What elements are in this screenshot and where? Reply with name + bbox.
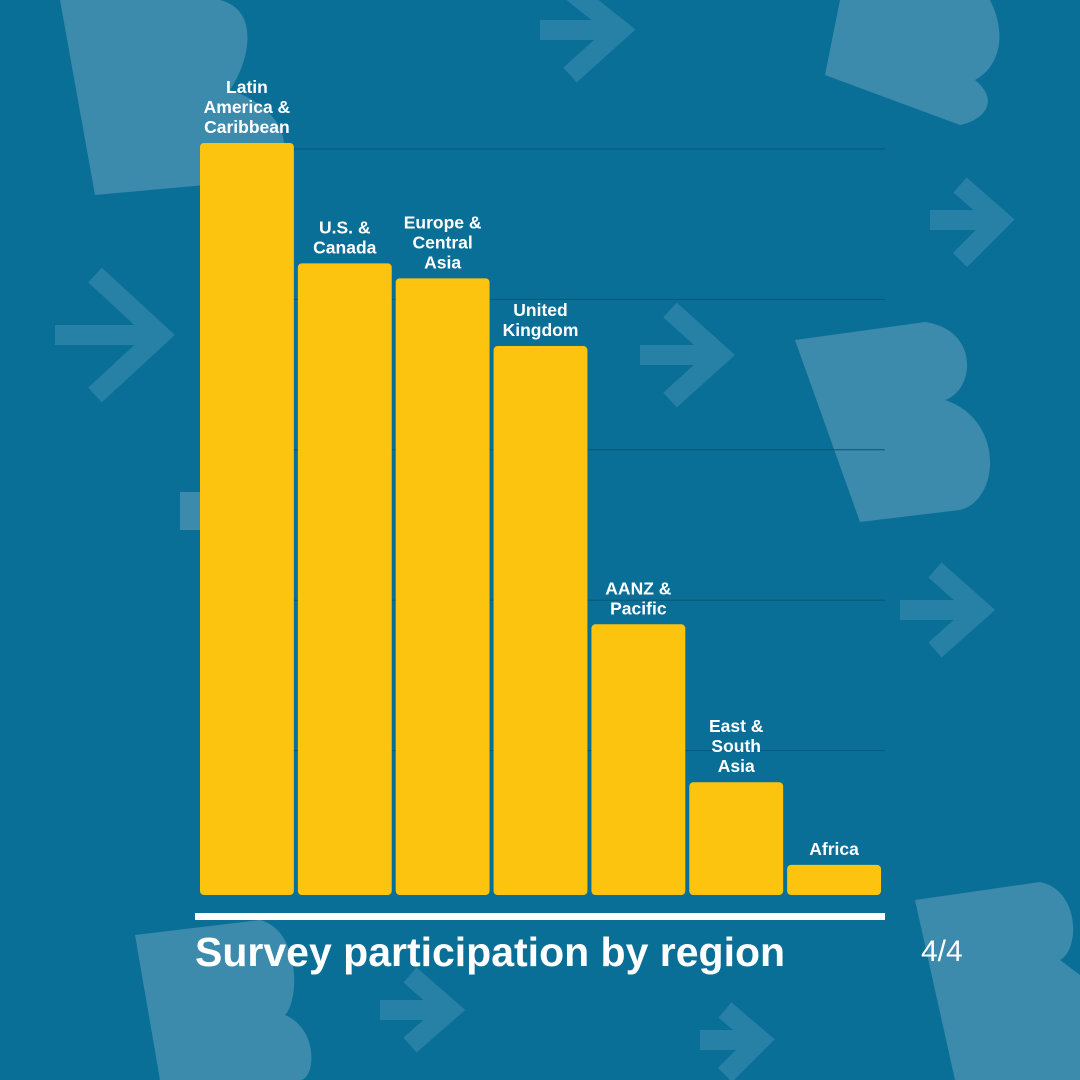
bar [200, 143, 294, 895]
arrow-right-icon [930, 177, 1015, 268]
bars [200, 143, 881, 895]
arrow-right-icon [540, 0, 636, 83]
bar-label-line: Central [412, 232, 472, 252]
chart-baseline [195, 913, 885, 920]
bar-label-line: Africa [809, 839, 859, 859]
bar-label-line: AANZ & [605, 578, 671, 598]
bar-labels: Latin America & Caribbean U.S. & Canada Europ… [204, 77, 859, 859]
letter-b-logo-icon [135, 920, 312, 1080]
bar-label: United Kingdom [503, 300, 579, 340]
letter-b-logo-icon [180, 492, 200, 530]
letter-b-logo-icon [795, 322, 991, 522]
letter-b-logo-icon [825, 0, 1000, 125]
bar-label: Europe & Central Asia [404, 212, 482, 272]
bar-label-line: Canada [313, 237, 376, 257]
bar-label-line: Asia [718, 756, 755, 776]
bar-label: Africa [809, 839, 859, 859]
bar-label-line: United [513, 300, 567, 320]
bar [395, 278, 490, 895]
bar-label-line: Kingdom [503, 320, 579, 340]
arrow-right-icon [640, 302, 735, 408]
bar [297, 263, 392, 895]
arrow-right-icon [380, 967, 466, 1053]
arrow-right-icon [900, 562, 996, 658]
bar-label-line: Pacific [610, 598, 667, 618]
bar-label: East & South Asia [709, 716, 764, 776]
bar-label: Latin America & Caribbean [204, 77, 291, 137]
bar [787, 864, 881, 895]
bar [591, 624, 686, 895]
bar-label-line: Europe & [404, 212, 482, 232]
page-indicator: 4/4 [921, 935, 963, 968]
bar [689, 782, 784, 895]
bar-label-line: East & [709, 716, 764, 736]
bar-label-line: America & [204, 97, 291, 117]
bar-label: U.S. & Canada [313, 217, 376, 257]
chart-title: Survey participation by region [195, 929, 786, 975]
letter-b-logo-icon [915, 882, 1080, 1080]
bar-label-line: Caribbean [204, 117, 290, 137]
arrow-right-icon [55, 267, 175, 403]
bar-label-line: Latin [226, 77, 268, 97]
bar-label-line: Asia [424, 252, 461, 272]
bar-label-line: South [711, 736, 761, 756]
bar-label: AANZ & Pacific [605, 578, 671, 618]
arrow-right-icon [700, 1002, 775, 1080]
bar-label-line: U.S. & [319, 217, 371, 237]
bar [493, 346, 588, 895]
